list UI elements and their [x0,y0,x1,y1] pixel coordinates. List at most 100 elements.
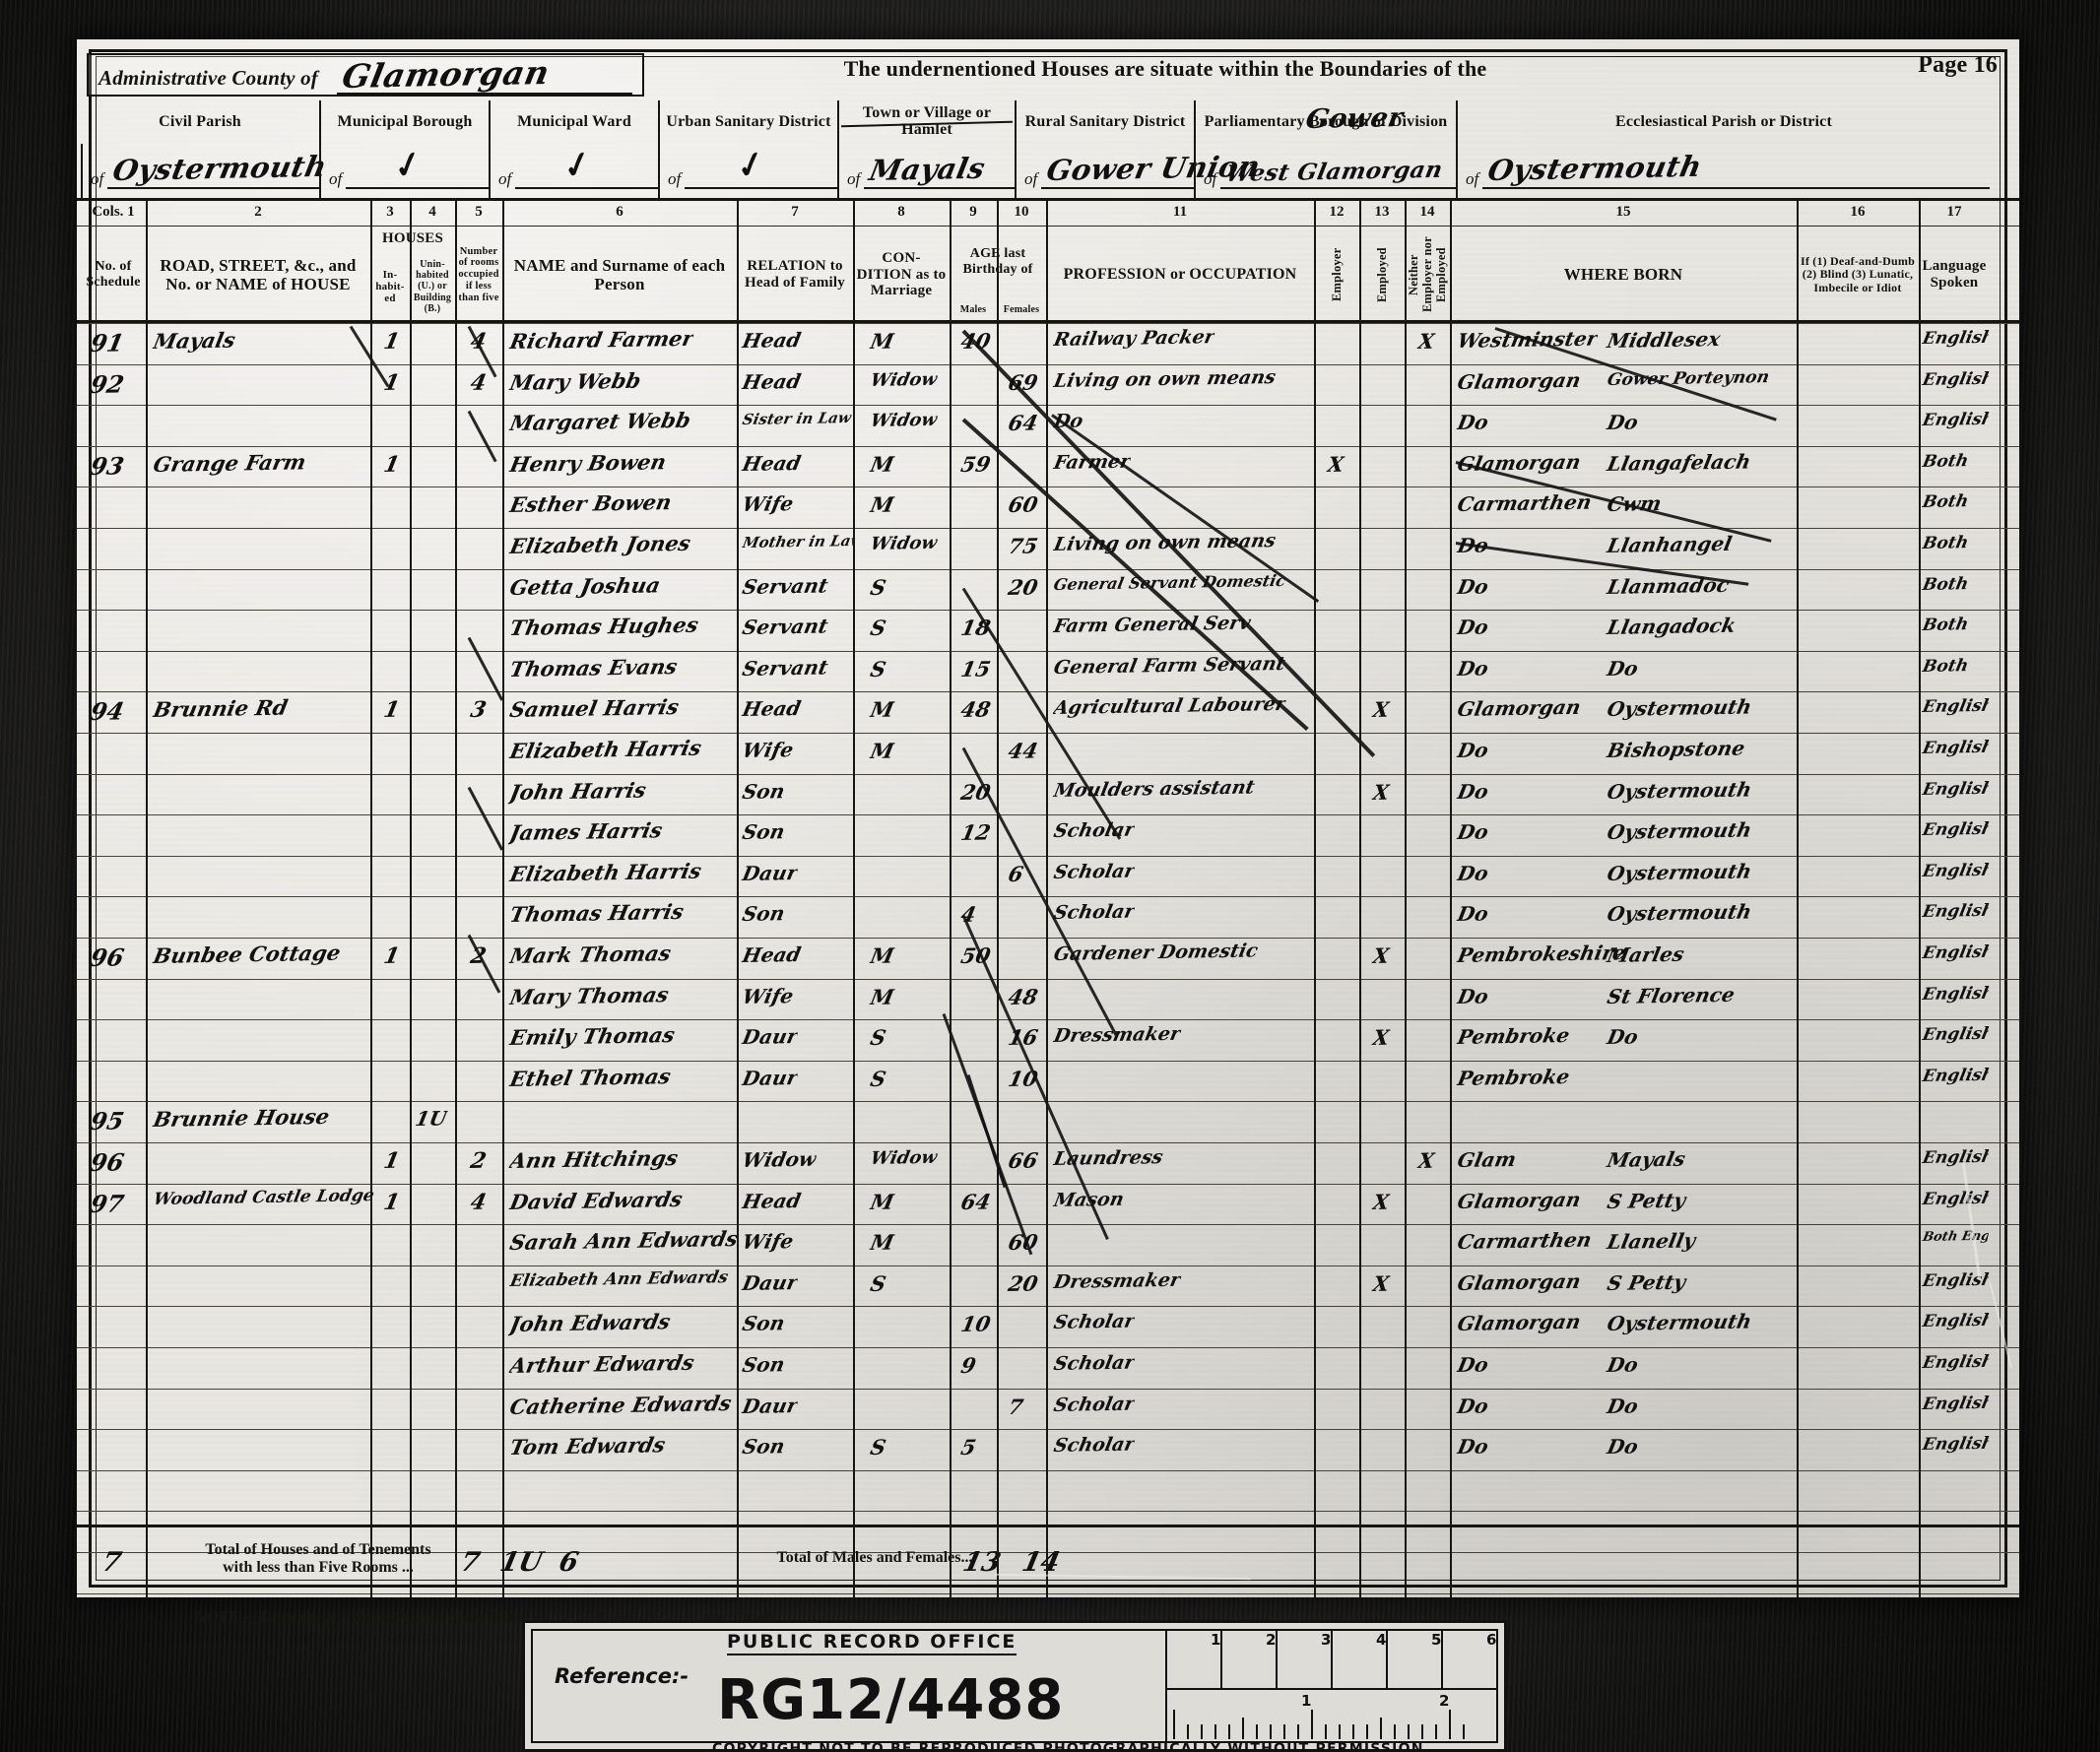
cell-born: Do [1455,574,1491,599]
cell-condition: Widow [868,410,940,432]
ruler-cm-tick [1297,1724,1299,1739]
cell-age_f: 7 [1006,1394,1026,1419]
row-rule [77,1060,2019,1062]
column-header-inhabited: In-habit-ed [370,250,410,323]
column-number-5: 5 [475,204,483,220]
district-entry-5[interactable]: of Gower Union [1015,144,1263,201]
column-number-10: 10 [1014,204,1029,220]
district-entry-3[interactable]: of ✓ [658,144,837,201]
cell-rooms: 4 [468,1189,489,1215]
cell-occupation: Scholar [1051,818,1137,843]
cell-age_m: 15 [958,656,993,681]
ruler-cm-tick [1228,1724,1230,1739]
census-rows: 91 Mayals 1 4 Richard Farmer Head M 40 Railway P… [77,323,2019,1594]
district-label-text: Urban Sanitary District [666,112,831,130]
cell-inhabited: 1 [381,697,402,724]
cell-language: English [1921,368,1991,390]
column-header-text: ROAD, STREET, &c., and No. or NAME of HO… [160,255,357,293]
ruler-cm-tick [1325,1724,1327,1739]
cell-born-place: Oystermouth [1605,859,1754,885]
cell-born: Do [1455,533,1491,557]
cell-language: English [1921,1393,1991,1414]
cell-condition: M [868,491,896,518]
district-overwrite-note: Gower [1303,102,1407,135]
cell-occupation: Laundress [1051,1146,1165,1170]
cell-age_f: 44 [1006,738,1040,763]
struck-through-mark: ✓ [560,143,596,189]
row-rule [77,610,2019,612]
cell-name: Catherine Edwards [507,1390,734,1419]
cell-schedule: 93 [88,451,127,481]
pen-strike-mark [467,786,504,851]
cell-occupation: Scholar [1051,1393,1137,1416]
cell-relation: Daur [740,1393,800,1418]
cell-born-place: Middlesex [1605,327,1723,353]
cell-name: Mary Thomas [507,981,671,1009]
cell-born-place: S Petty [1605,1188,1688,1213]
district-entry-4[interactable]: of Mayals [837,144,1015,201]
row-rule [77,1306,2019,1308]
ruler-cm-tick [1449,1710,1451,1739]
cell-condition: M [868,738,896,763]
cell-employed: X [1370,942,1392,968]
cell-relation: Head [740,450,804,476]
column-number-row: Cols. 1 2 3 4 5 6 7 8 9 10 11 12 13 14 15 16 17 [77,201,2019,227]
cell-age_m: 10 [958,1311,993,1337]
column-header-numberof: Number of rooms occupied if less than fi… [455,227,502,323]
column-header-text: Neither Employer nor Employed [1407,236,1448,313]
district-heading-row: Civil Parish Municipal Borough Municipal W… [77,100,2019,144]
cell-born: Glamorgan [1455,367,1583,394]
cell-occupation: Scholar [1051,1433,1137,1458]
ruler-cm-tick [1201,1724,1203,1739]
column-rule [1314,201,1316,1597]
cell-born: Pembroke [1455,1023,1572,1050]
column-number-7: 7 [791,204,799,220]
cell-born: Glamorgan [1455,1310,1583,1336]
column-rule [502,201,504,1597]
cell-born-place: S Petty [1605,1269,1688,1295]
column-number-cols-1: Cols. 1 [92,204,135,220]
district-entry-0[interactable]: of Oystermouth [81,144,330,201]
cell-born: Do [1455,1434,1491,1460]
row-rule [77,445,2019,447]
pen-strike-mark [942,1012,1033,1256]
row-rule [77,1019,2019,1021]
pen-strike-mark [966,1074,1007,1189]
struck-through-mark: ✓ [391,143,427,189]
row-rule [77,1265,2019,1266]
cell-language: Both English [1921,1229,1990,1246]
cell-age_m: 20 [958,779,993,805]
cell-name: Sarah Ann Edwards [507,1226,741,1256]
column-header-nameand: NAME and Surname of each Person [502,227,737,323]
cell-age_m: 64 [958,1189,993,1214]
column-number-2: 2 [254,204,262,220]
cell-relation: Son [740,778,787,804]
cell-born-place: Do [1605,656,1641,681]
column-header-text: RELATION to Head of Family [745,258,845,291]
district-entry-prefix: of [498,169,512,188]
cell-age_f: 16 [1006,1024,1040,1051]
cell-language: Both [1921,573,1971,595]
pen-strike-mark [467,410,497,463]
cell-language: English [1921,778,1991,800]
column-header-whereborn: WHERE BORN [1450,227,1797,323]
district-label-text: Municipal Borough [337,112,473,130]
cell-born: Glamorgan [1455,695,1583,722]
column-header-relationto: RELATION to Head of Family [737,227,853,323]
cell-name: Elizabeth Harris [507,858,704,886]
ruler-cm-tick [1463,1724,1465,1739]
district-entry-2[interactable]: of ✓ [489,144,658,201]
ruler-cm-tick [1173,1710,1175,1739]
district-entry-6[interactable]: of West Glamorgan [1194,144,1456,201]
district-entry-1[interactable]: of ✓ [319,144,489,201]
cell-relation: Wife [740,738,796,762]
row-rule [77,896,2019,898]
district-entry-7[interactable]: of Oystermouth [1456,144,1990,201]
cell-name: James Harris [507,817,665,846]
cell-condition: M [868,451,896,477]
district-entry-prefix: of [847,169,861,188]
column-rule [1797,201,1799,1597]
cell-occupation: Railway Packer [1051,326,1216,351]
cell-age_m: 4 [958,902,979,928]
cell-age_m: 18 [958,615,993,641]
